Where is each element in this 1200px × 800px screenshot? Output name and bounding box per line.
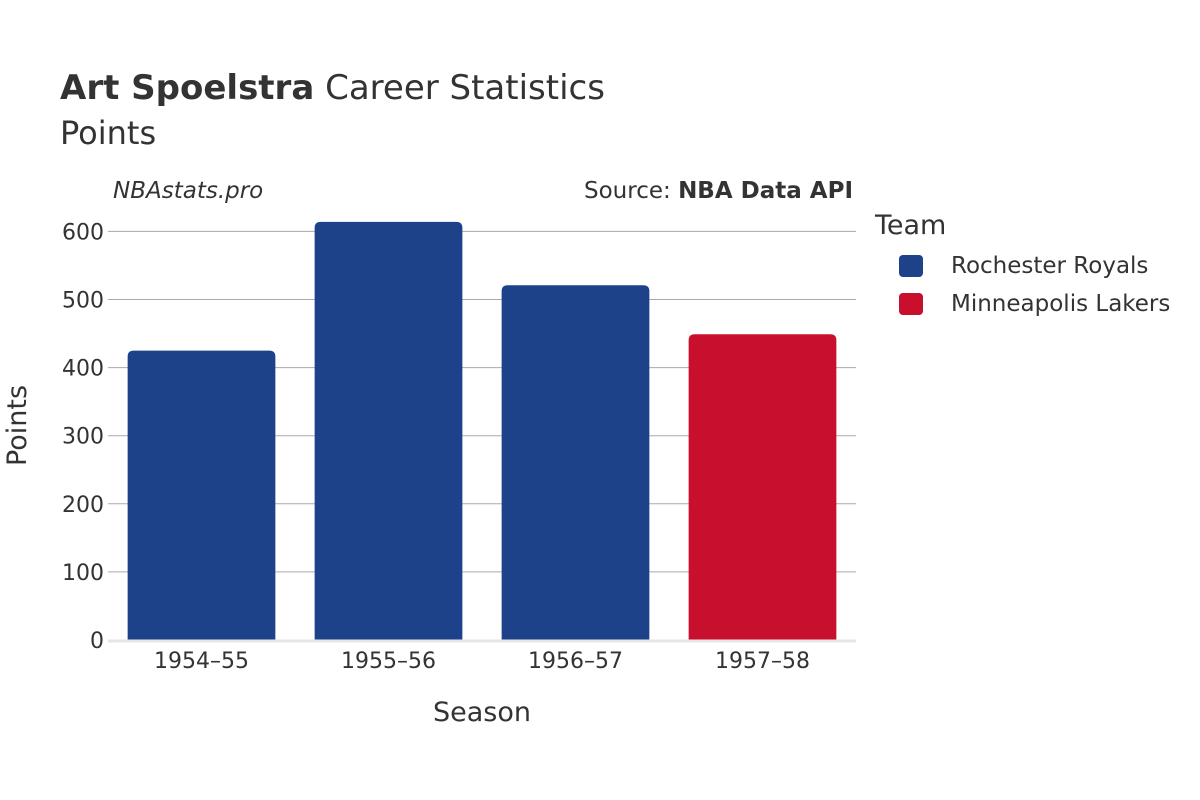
chart-title: Art Spoelstra Career Statistics — [60, 68, 605, 108]
bar — [501, 285, 650, 640]
x-tick-label: 1955–56 — [341, 649, 436, 674]
x-axis-title: Season — [433, 697, 531, 728]
y-axis-title: Points — [2, 385, 33, 466]
bar — [127, 350, 276, 640]
y-tick-label: 400 — [62, 357, 104, 382]
chart-subtitle: Points — [60, 114, 157, 152]
x-tick-label: 1956–57 — [528, 649, 623, 674]
source-name: NBA Data API — [678, 178, 853, 204]
x-tick-label: 1954–55 — [154, 649, 249, 674]
player-name: Art Spoelstra — [60, 68, 315, 108]
bar — [314, 221, 463, 640]
watermark: NBAstats.pro — [113, 178, 264, 204]
legend-item-rochester-royals[interactable]: Rochester Royals — [899, 253, 1148, 279]
legend-label-rochester-royals: Rochester Royals — [951, 253, 1149, 279]
legend-swatch-rochester-royals — [899, 255, 923, 277]
y-tick-label: 0 — [90, 629, 104, 654]
x-tick-label: 1957–58 — [715, 649, 810, 674]
legend-swatch-minneapolis-lakers — [899, 293, 923, 315]
legend-item-minneapolis-lakers[interactable]: Minneapolis Lakers — [899, 291, 1170, 317]
bar — [688, 334, 837, 640]
y-tick-label: 200 — [62, 493, 104, 518]
y-tick-label: 600 — [62, 220, 104, 245]
y-tick-label: 500 — [62, 289, 104, 314]
legend-title: Team — [875, 210, 947, 241]
y-tick-label: 300 — [62, 425, 104, 450]
source-prefix: Source: — [584, 178, 671, 204]
y-tick-label: 100 — [62, 561, 104, 586]
title-rest: Career Statistics — [325, 68, 605, 108]
source-label: Source: NBA Data API — [584, 178, 853, 204]
legend-label-minneapolis-lakers: Minneapolis Lakers — [951, 291, 1171, 317]
